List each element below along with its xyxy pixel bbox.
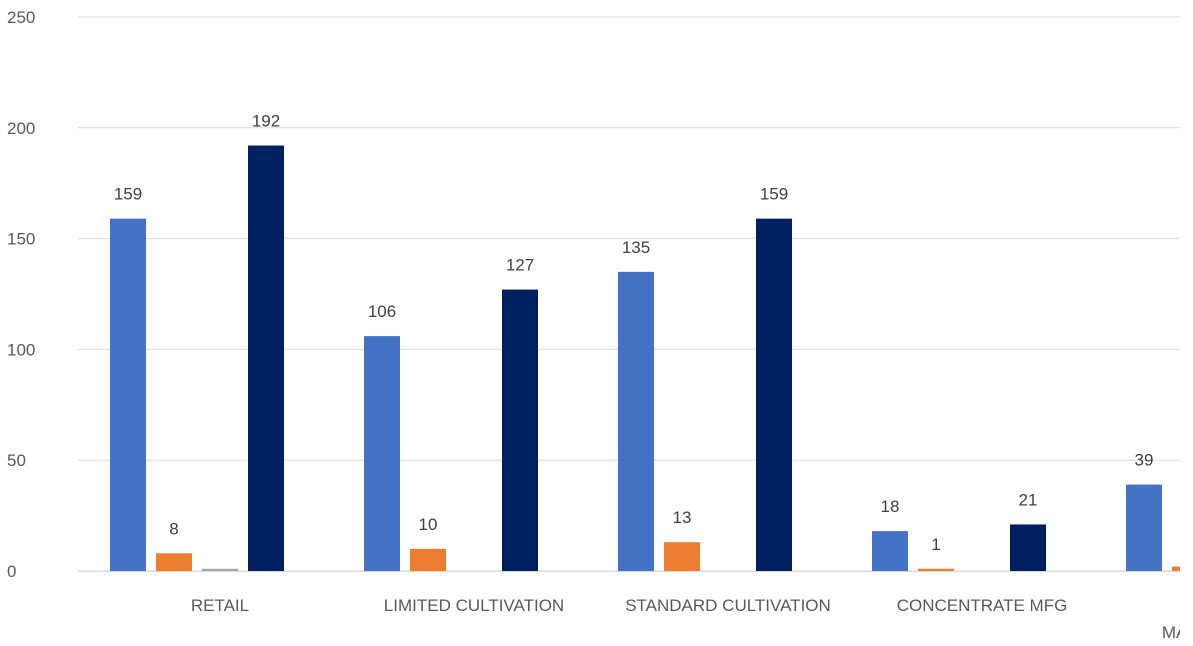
bar (872, 531, 908, 571)
data-label: 192 (252, 112, 280, 131)
data-labels: 159 106 135 18 39 8 10 13 1 192 127 159 21 (114, 112, 1154, 554)
y-axis: 0 50 100 150 200 250 (7, 8, 35, 581)
y-tick-label: 100 (7, 340, 35, 359)
bar (756, 218, 792, 571)
bar (248, 145, 284, 571)
y-tick-label: 200 (7, 119, 35, 138)
data-label: 13 (673, 508, 692, 527)
data-label: 1 (931, 535, 940, 554)
bar (664, 542, 700, 571)
bar (364, 336, 400, 571)
data-label: 106 (368, 302, 396, 321)
bar (502, 289, 538, 571)
bar (202, 568, 238, 571)
data-label: 10 (419, 515, 438, 534)
data-label: 18 (881, 497, 900, 516)
bar (918, 568, 954, 571)
category-label: CONCENTRATE MFG (897, 596, 1068, 615)
y-tick-label: 150 (7, 230, 35, 249)
bar (110, 218, 146, 571)
bar (618, 271, 654, 571)
y-tick-label: 250 (7, 8, 35, 27)
data-label: 135 (622, 238, 650, 257)
plot-area: 159 106 135 18 39 8 10 13 1 192 127 159 21 RETAIL LIM… (78, 112, 1193, 642)
data-label: 21 (1019, 490, 1038, 509)
bar (156, 553, 192, 571)
bar (410, 548, 446, 571)
y-tick-label: 50 (7, 451, 26, 470)
category-label: LIMITED CULTIVATION (384, 596, 564, 615)
y-tick-label: 0 (7, 562, 16, 581)
category-label: MANUFACTURING (1162, 623, 1193, 642)
category-label: RETAIL (191, 596, 249, 615)
bar (1172, 566, 1180, 571)
data-label: 8 (169, 519, 178, 538)
bars (110, 145, 1180, 571)
data-label: 159 (114, 185, 142, 204)
x-axis: RETAIL LIMITED CULTIVATION STANDARD CULTIV… (78, 571, 1193, 642)
data-label: 39 (1135, 451, 1154, 470)
data-label: 127 (506, 256, 534, 275)
data-label: 159 (760, 185, 788, 204)
bar (1126, 484, 1162, 571)
category-label: STANDARD CULTIVATION (625, 596, 831, 615)
bar (1010, 524, 1046, 571)
